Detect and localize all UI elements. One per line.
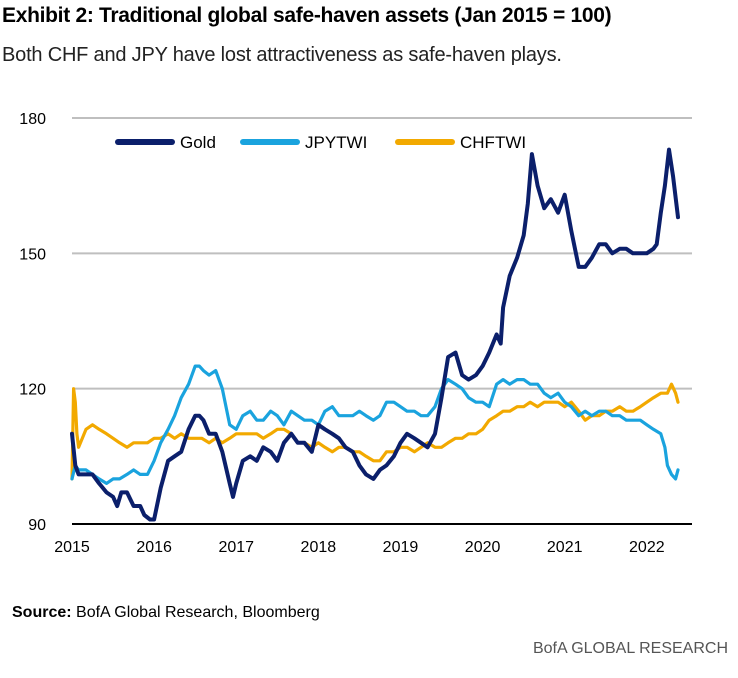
series-line-chftwi <box>70 382 680 481</box>
source-label: Source: <box>12 604 72 621</box>
x-tick-label: 2016 <box>136 539 172 556</box>
legend: Gold JPYTWI CHFTWI <box>115 133 526 152</box>
x-tick-label: 2019 <box>383 539 419 556</box>
line-chart: 90 120 150 180 2015 2016 2017 2018 2019 2020 2021… <box>19 111 692 556</box>
y-axis-tick-labels: 90 120 150 180 <box>19 111 46 534</box>
brand-footer: BofA GLOBAL RESEARCH <box>532 640 728 657</box>
legend-label-chftwi: CHFTWI <box>460 133 526 152</box>
page-subtitle: Both CHF and JPY have lost attractivenes… <box>2 44 562 66</box>
y-tick-label: 120 <box>19 382 46 399</box>
series-line-gold <box>70 147 680 522</box>
x-tick-label: 2017 <box>218 539 254 556</box>
series-lines <box>70 147 680 522</box>
source-text: BofA Global Research, Bloomberg <box>71 604 320 621</box>
x-tick-label: 2018 <box>301 539 337 556</box>
x-tick-label: 2020 <box>465 539 501 556</box>
x-tick-label: 2022 <box>629 539 665 556</box>
x-axis-tick-labels: 2015 2016 2017 2018 2019 2020 2021 2022 <box>54 539 665 556</box>
legend-label-jpytwi: JPYTWI <box>305 133 367 152</box>
x-tick-label: 2015 <box>54 539 90 556</box>
series-line-jpytwi <box>70 364 680 485</box>
y-tick-label: 90 <box>28 517 46 534</box>
page-title: Exhibit 2: Traditional global safe-haven… <box>2 4 612 27</box>
legend-label-gold: Gold <box>180 133 216 152</box>
source-note: Source: BofA Global Research, Bloomberg <box>12 604 320 622</box>
x-tick-label: 2021 <box>547 539 583 556</box>
grid-lines <box>72 117 692 525</box>
y-tick-label: 150 <box>19 246 46 263</box>
y-tick-label: 180 <box>19 111 46 128</box>
